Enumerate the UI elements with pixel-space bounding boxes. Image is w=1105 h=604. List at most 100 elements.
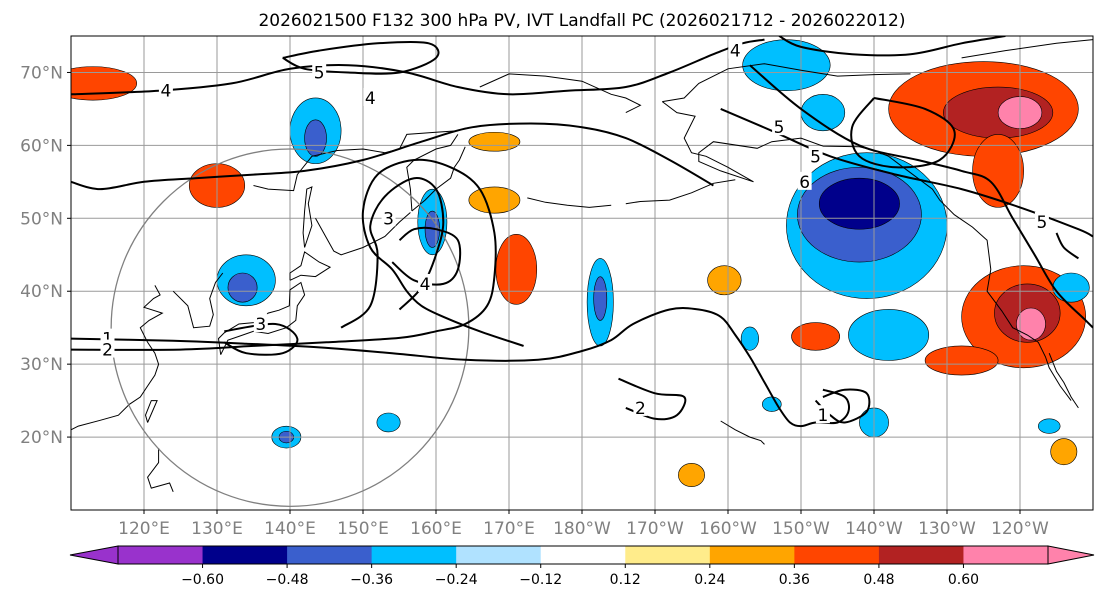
coastline	[527, 197, 612, 208]
contour-label: 5	[1036, 213, 1047, 233]
pv-anomaly-blob	[1050, 438, 1078, 466]
contour-label-bg	[772, 117, 787, 136]
longitude-ticks: 120°E 130°E 140°E 150°E 160°E 170°E 180°W 170°W…	[118, 510, 1049, 539]
latitude-ticks: 70°N 60°N 50°N 40°N 30°N 20°N	[20, 63, 71, 448]
coastline	[172, 272, 224, 329]
colorbar-segment	[625, 546, 711, 564]
pv-anomaly-blob	[304, 119, 327, 157]
colorbar-tick-label: −0.12	[519, 572, 562, 588]
pv-anomaly-blob	[495, 234, 538, 305]
contour-label: 2	[102, 341, 113, 361]
ivt-contour-line	[814, 388, 871, 424]
ivt-contours: 123344445556512	[71, 36, 1093, 428]
lon-tick-label: 180°W	[553, 519, 611, 539]
lon-tick-label: 140°W	[845, 519, 903, 539]
contour-label: 3	[383, 209, 394, 229]
lat-tick-label: 50°N	[20, 209, 63, 229]
pv-anomaly-blob	[972, 134, 1024, 208]
colorbar-tick-label: −0.60	[181, 572, 224, 588]
pv-anomaly-blob	[1052, 272, 1090, 303]
contour-label: 4	[160, 82, 171, 102]
lon-tick-label: 150°E	[337, 519, 389, 539]
colorbar: −0.60 −0.48 −0.36 −0.24 −0.12 0.12 0.24 0.36 0.4…	[69, 545, 1095, 588]
colorbar-tick-label: −0.48	[266, 572, 309, 588]
coastline	[720, 420, 765, 445]
colorbar-segment	[709, 546, 795, 564]
coastline	[661, 101, 1072, 401]
contour-label-bg	[253, 314, 268, 333]
colorbar-tick-label: 0.36	[779, 572, 810, 588]
coastline	[625, 179, 736, 205]
lat-tick-label: 70°N	[20, 63, 63, 83]
contour-label-bg	[100, 339, 115, 358]
lon-tick-label: 120°E	[118, 519, 170, 539]
coastline	[479, 73, 642, 114]
ivt-contour-line	[618, 377, 687, 421]
contour-label: 4	[365, 89, 376, 109]
colorbar-segment	[794, 546, 880, 564]
lon-tick-label: 150°W	[772, 519, 830, 539]
pv-anomaly-blob	[593, 276, 608, 321]
contour-label: 5	[810, 147, 821, 167]
ivt-contour-line	[749, 64, 1093, 329]
colorbar-tick-label: −0.36	[350, 572, 393, 588]
coastlines	[71, 39, 1093, 492]
lon-tick-label: 160°E	[410, 519, 462, 539]
lon-tick-label: 160°W	[699, 519, 757, 539]
contour-label: 4	[420, 275, 431, 295]
contour-label-bg	[815, 405, 830, 424]
ivt-contour-line	[340, 177, 445, 329]
ivt-contour-line	[71, 38, 765, 96]
pv-anomaly-blob	[1016, 307, 1046, 341]
pv-anomaly-blob	[707, 265, 742, 296]
contour-label-bg	[158, 80, 173, 99]
coastline	[662, 63, 911, 103]
colorbar-tick-label: −0.24	[435, 572, 478, 588]
contour-label: 5	[774, 118, 785, 138]
ivt-contour-line	[1055, 232, 1079, 260]
colorbar-tick-label: 0.60	[948, 572, 979, 588]
colorbar-segment	[878, 546, 964, 564]
ivt-contour-line	[850, 97, 956, 169]
colorbar-extend-low	[69, 545, 119, 565]
lat-tick-label: 30°N	[20, 355, 63, 375]
colorbar-segment	[540, 546, 626, 564]
pv-anomaly-blob	[376, 412, 401, 433]
pv-anomaly-blob	[227, 272, 258, 303]
colorbar-segment	[456, 546, 542, 564]
lat-tick-label: 40°N	[20, 282, 63, 302]
colorbar-segment	[963, 546, 1049, 564]
colorbar-segment	[371, 546, 457, 564]
coastline	[1048, 353, 1079, 409]
figure-title: 2026021500 F132 300 hPa PV, IVT Landfall…	[258, 11, 905, 31]
contour-label: 3	[255, 315, 266, 335]
colorbar-segment	[202, 546, 288, 564]
ivt-contour-line	[223, 322, 299, 356]
contour-label-bg	[381, 208, 396, 227]
lon-tick-label: 140°E	[264, 519, 316, 539]
contour-label-bg	[808, 146, 823, 165]
coastline	[302, 186, 313, 248]
gridlines	[71, 36, 1093, 510]
lat-tick-label: 60°N	[20, 136, 63, 156]
contour-label: 4	[730, 42, 741, 62]
contour-label: 6	[799, 173, 810, 193]
colorbar-frame	[117, 545, 1049, 565]
contour-label-bg	[633, 397, 648, 416]
colorbar-segment	[287, 546, 373, 564]
colorbar-segment	[118, 546, 204, 564]
coastline	[315, 212, 411, 256]
pv-anomaly-blob	[678, 463, 705, 487]
lon-tick-label: 130°E	[191, 519, 243, 539]
ivt-contour-line	[391, 226, 462, 286]
pv-anomaly-blob	[762, 396, 782, 412]
coastline	[411, 146, 466, 212]
coastline	[253, 130, 458, 192]
contour-label-bg	[363, 87, 378, 106]
lon-tick-label: 170°E	[483, 519, 535, 539]
ivt-contour-line	[778, 36, 1006, 57]
contour-label-bg	[728, 40, 743, 59]
coastline	[147, 448, 174, 492]
ivt-contour-line	[71, 307, 850, 428]
lon-tick-label: 120°W	[991, 519, 1049, 539]
